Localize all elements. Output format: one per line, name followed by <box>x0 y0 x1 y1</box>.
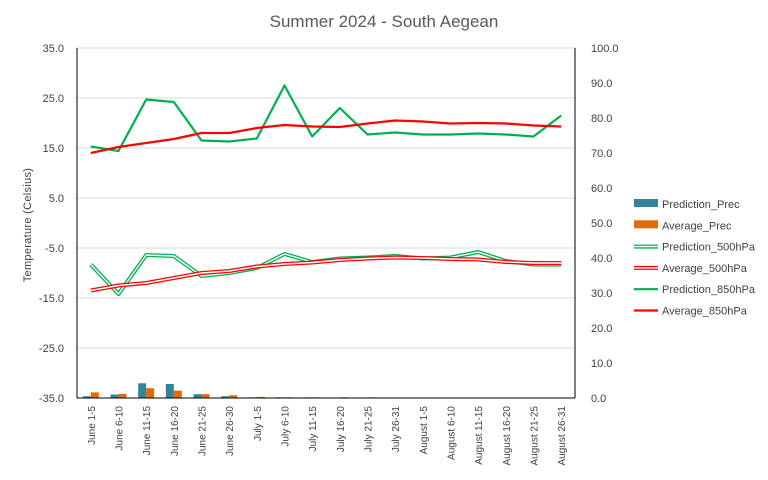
x-tick-label: July 16-20 <box>336 406 347 453</box>
legend-prediction-500hpa-label: Prediction_500hPa <box>662 242 756 254</box>
y-axis-label: Temperature (Celsius) <box>22 168 34 283</box>
x-tick-label: June 26-30 <box>225 406 236 456</box>
chart-title: Summer 2024 - South Aegean <box>270 12 499 31</box>
bars <box>82 383 570 398</box>
x-tick-label: July 6-10 <box>281 406 292 447</box>
x-tick-label: August 11-15 <box>474 406 485 465</box>
y-tick-label: -5.0 <box>45 243 64 255</box>
legend-prediction-prec-swatch <box>634 199 658 207</box>
y-tick-label: -15.0 <box>39 293 64 305</box>
axes: 35.0 25.0 15.0 5.0 -5.0 -15.0 -25.0 -35.0 100.0 9… <box>39 43 619 466</box>
bar-prediction-prec <box>221 396 230 398</box>
y2-tick-label: 50.0 <box>591 218 612 230</box>
bar-average-prec <box>90 392 99 398</box>
legend: Prediction_Prec Average_Prec Prediction_50… <box>634 199 756 318</box>
bar-average-prec <box>146 388 155 398</box>
x-tick-label: August 1-5 <box>419 406 430 455</box>
x-tick-label: June 16-20 <box>170 406 181 456</box>
bar-average-prec <box>201 394 210 398</box>
y2-tick-label: 80.0 <box>591 113 612 125</box>
bar-prediction-prec <box>82 396 91 398</box>
legend-average-prec-swatch <box>634 220 658 229</box>
x-tick-label: August 26-31 <box>557 406 568 466</box>
y-tick-label: 15.0 <box>43 143 64 155</box>
line-average-500hpa-inner <box>90 256 562 292</box>
x-tick-label: August 6-10 <box>447 406 458 460</box>
y2-tick-label: 90.0 <box>591 78 612 90</box>
bar-average-prec <box>256 396 265 398</box>
y-tick-label: -35.0 <box>39 393 64 405</box>
x-tick-label: July 26-31 <box>391 406 402 453</box>
legend-prediction-prec-label: Prediction_Prec <box>662 199 740 211</box>
x-tick-label: June 6-10 <box>115 406 126 451</box>
x-tick-label: July 1-5 <box>253 406 264 441</box>
y2-tick-label: 0.0 <box>591 393 606 405</box>
bar-average-prec <box>229 395 238 398</box>
y2-tick-label: 40.0 <box>591 253 612 265</box>
bar-prediction-prec <box>110 394 119 398</box>
x-tick-label: June 11-15 <box>142 406 153 456</box>
x-tick-label: August 16-20 <box>502 406 513 466</box>
bar-average-prec <box>118 393 127 398</box>
legend-average-850hpa-label: Average_850hPa <box>662 306 748 318</box>
y-tick-label: -25.0 <box>39 343 64 355</box>
y2-tick-label: 10.0 <box>591 358 612 370</box>
legend-average-500hpa-label: Average_500hPa <box>662 263 748 275</box>
legend-average-prec-label: Average_Prec <box>662 220 732 232</box>
legend-prediction-850hpa-label: Prediction_850hPa <box>662 284 756 296</box>
y2-tick-label: 100.0 <box>591 43 619 55</box>
x-tick-label: June 21-25 <box>198 406 209 456</box>
lines <box>89 84 562 296</box>
line-average-850hpa <box>90 119 562 155</box>
bar-prediction-prec <box>138 383 147 398</box>
y2-tick-label: 20.0 <box>591 323 612 335</box>
x-tick-label: July 21-25 <box>364 406 375 453</box>
y-tick-label: 35.0 <box>43 43 64 55</box>
y-tick-label: 25.0 <box>43 93 64 105</box>
bar-average-prec <box>173 390 182 398</box>
line-average-500hpa <box>90 255 562 293</box>
x-tick-label: June 1-5 <box>87 406 98 445</box>
line-prediction-500hpa <box>89 250 562 296</box>
y-tick-label: 5.0 <box>49 193 64 205</box>
bar-prediction-prec <box>193 394 202 398</box>
x-tick-label: July 11-15 <box>308 406 319 452</box>
bar-prediction-prec <box>165 384 174 398</box>
y2-tick-label: 60.0 <box>591 183 612 195</box>
line-prediction-850hpa <box>90 84 562 153</box>
x-tick-label: August 21-25 <box>530 406 541 466</box>
y2-tick-label: 70.0 <box>591 148 612 160</box>
y2-tick-label: 30.0 <box>591 288 612 300</box>
gridlines <box>77 47 575 349</box>
